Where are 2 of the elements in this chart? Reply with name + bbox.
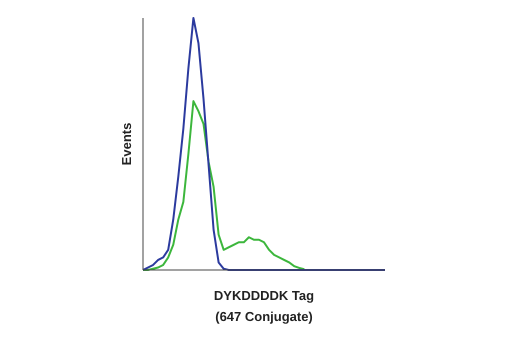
- y-axis-title: Events: [119, 122, 134, 166]
- x-axis-title: DYKDDDDK Tag (647 Conjugate): [214, 288, 314, 324]
